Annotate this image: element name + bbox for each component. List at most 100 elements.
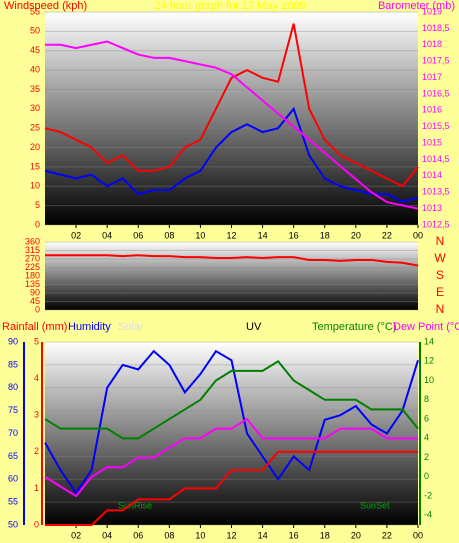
tick-label: 2 — [424, 452, 429, 462]
tick-label: 270 — [25, 253, 40, 263]
tick-label: 10 — [424, 375, 434, 385]
y3-label: Rainfall (mm) — [2, 321, 67, 333]
x-tick-label: 06 — [133, 230, 143, 240]
x-tick-label: 02 — [71, 530, 81, 540]
y2-label: Temperature (°C) — [312, 321, 396, 333]
x-tick-label: 04 — [102, 530, 112, 540]
x-tick-label: 10 — [195, 530, 205, 540]
y2-label: Barometer (mb) — [378, 0, 455, 12]
x-tick-label: 18 — [320, 530, 330, 540]
tick-label: 45 — [30, 296, 40, 306]
tick-label: 4 — [424, 433, 429, 443]
tick-label: 90 — [30, 287, 40, 297]
tick-label: 1016,5 — [422, 88, 450, 98]
tick-label: 50 — [30, 26, 40, 36]
tick-label: 225 — [25, 262, 40, 272]
x-tick-label: 22 — [382, 230, 392, 240]
tick-label: 1 — [34, 483, 39, 493]
tick-label: 15 — [30, 161, 40, 171]
tick-label: -2 — [424, 490, 432, 500]
annotation: SunSet — [360, 500, 390, 510]
series-line — [45, 40, 419, 210]
tick-label: 180 — [25, 270, 40, 280]
tick-label: 360 — [25, 236, 40, 246]
x-tick-label: 22 — [382, 530, 392, 540]
tick-label: 135 — [25, 279, 40, 289]
tick-label: 30 — [30, 103, 40, 113]
x-tick-label: 12 — [226, 530, 236, 540]
tick-label: 315 — [25, 245, 40, 255]
tick-label: N — [436, 302, 445, 316]
tick-label: W — [434, 251, 446, 265]
series-line — [44, 106, 419, 203]
tick-label: 14 — [424, 336, 434, 346]
tick-label: 1019 — [422, 6, 442, 16]
x-tick-label: 06 — [133, 530, 143, 540]
tick-label: 2 — [34, 446, 39, 456]
tick-label: 3 — [34, 410, 39, 420]
tick-label: 1014 — [422, 170, 442, 180]
tick-label: 1017,5 — [422, 56, 450, 66]
series-line — [44, 23, 419, 188]
plot-area — [45, 242, 418, 310]
tick-label: 75 — [8, 405, 18, 415]
tick-label: 5 — [35, 200, 40, 210]
x-tick-label: 12 — [226, 230, 236, 240]
tick-label: 1017 — [422, 72, 442, 82]
tick-label: -4 — [424, 510, 432, 520]
tick-label: 25 — [30, 123, 40, 133]
tick-label: 1012,5 — [422, 219, 450, 229]
tick-label: 10 — [30, 181, 40, 191]
tick-label: 8 — [424, 394, 429, 404]
x-tick-label: 04 — [102, 230, 112, 240]
tick-label: E — [436, 285, 444, 299]
label: Solar — [118, 321, 144, 333]
y-label: Windspeed (kph) — [4, 0, 87, 12]
tick-label: 90 — [8, 336, 18, 346]
title: 24 hour graph for 17 May 2009 — [154, 0, 305, 12]
tick-label: 70 — [8, 428, 18, 438]
x-tick-label: 14 — [258, 230, 268, 240]
x-tick-label: 02 — [71, 230, 81, 240]
series-line — [44, 349, 419, 495]
tick-label: 0 — [424, 471, 429, 481]
x-tick-label: 16 — [289, 530, 299, 540]
tick-label: 1016 — [422, 105, 442, 115]
x-tick-label: 08 — [164, 530, 174, 540]
tick-label: 0 — [35, 219, 40, 229]
x-tick-label: 20 — [351, 530, 361, 540]
tick-label: 0 — [34, 519, 39, 529]
series-line — [44, 359, 419, 440]
tick-label: 1018,5 — [422, 23, 450, 33]
tick-label: 85 — [8, 359, 18, 369]
x-tick-label: 10 — [195, 230, 205, 240]
tick-label: 0 — [35, 304, 40, 314]
tick-label: S — [436, 268, 444, 282]
label: Dew Point (°C) — [393, 321, 459, 333]
tick-label: 60 — [8, 474, 18, 484]
x-tick-label: 00 — [413, 230, 423, 240]
tick-label: 35 — [30, 84, 40, 94]
tick-label: 45 — [30, 45, 40, 55]
tick-label: 50 — [8, 519, 18, 529]
x-tick-label: 18 — [320, 230, 330, 240]
series-line — [45, 450, 418, 526]
annotation: SunRise — [118, 500, 152, 510]
tick-label: 5 — [34, 336, 39, 346]
tick-label: 1013,5 — [422, 187, 450, 197]
x-tick-label: 14 — [258, 530, 268, 540]
tick-label: 1018 — [422, 39, 442, 49]
tick-label: 80 — [8, 382, 18, 392]
tick-label: 4 — [34, 373, 39, 383]
x-tick-label: 16 — [289, 230, 299, 240]
plot-area — [45, 12, 418, 225]
tick-label: 55 — [8, 497, 18, 507]
tick-label: N — [436, 234, 445, 248]
tick-label: 1015,5 — [422, 121, 450, 131]
tick-label: 55 — [30, 6, 40, 16]
series-line — [45, 254, 419, 267]
y-label: Humidity — [68, 321, 111, 333]
x-tick-label: 00 — [413, 530, 423, 540]
plot-area — [45, 342, 418, 525]
